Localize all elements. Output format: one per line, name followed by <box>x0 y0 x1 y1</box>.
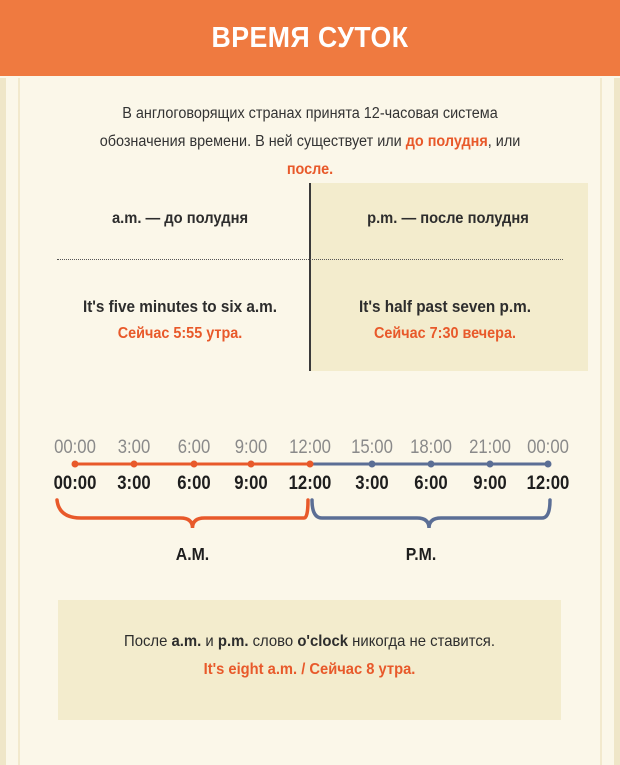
pm-heading: p.m. — после полудня <box>367 210 529 227</box>
column-divider <box>309 183 311 371</box>
intro-line-1: В англоговорящих странах принята 12-часо… <box>122 105 498 122</box>
timeline-12h-label: 9:00 <box>473 472 506 493</box>
intro-pm-word: после <box>286 161 330 178</box>
note-oclock: o'clock <box>297 633 349 650</box>
intro-end: . <box>329 161 334 178</box>
timeline-12h-label: 6:00 <box>414 472 447 493</box>
timeline-12h-label: 12:00 <box>527 472 570 493</box>
timeline-12h-label: 3:00 <box>117 472 150 493</box>
timeline-24h-label: 21:00 <box>469 436 511 457</box>
note-t4: никогда не ставится. <box>352 633 495 650</box>
am-heading: a.m. — до полудня <box>111 210 249 227</box>
dotted-row-divider <box>57 259 563 260</box>
note-t3: слово <box>252 633 294 650</box>
note-am: a.m. <box>171 633 202 650</box>
left-border <box>0 78 6 765</box>
right-inner-line <box>600 78 602 765</box>
timeline-tick-dot <box>130 460 138 468</box>
timeline-24h-label: 6:00 <box>178 436 211 457</box>
intro-am-word: до полудня <box>405 133 488 150</box>
note-t1: После <box>123 633 168 650</box>
timeline-24h-label: 00:00 <box>54 436 96 457</box>
timeline-tick-dot <box>368 460 376 468</box>
timeline-12h-label: 6:00 <box>177 472 210 493</box>
pm-brace-label: P.M. <box>406 544 436 564</box>
pm-example-russian: Сейчас 7:30 вечера. <box>374 325 516 342</box>
note-t2: и <box>205 633 214 650</box>
am-brace <box>55 498 310 529</box>
timeline-tick-dot <box>544 460 552 468</box>
timeline-tick-dot <box>486 460 494 468</box>
timeline-12h-label: 9:00 <box>234 472 267 493</box>
timeline-tick-dot <box>71 460 79 468</box>
timeline-24h-label: 18:00 <box>410 436 452 457</box>
timeline-12h-label: 12:00 <box>289 472 332 493</box>
am-brace-label: A.M. <box>176 544 209 564</box>
pm-column-panel <box>310 183 588 371</box>
right-border <box>614 78 620 765</box>
note-pm: p.m. <box>217 633 249 650</box>
page-title: ВРЕМЯ СУТОК <box>211 21 409 54</box>
time-timeline: 00:00 3:00 6:00 9:00 12:00 15:00 18:00 21:00 00:… <box>54 436 570 564</box>
timeline-tick-dot <box>247 460 255 468</box>
intro-text: В англоговорящих странах принята 12-часо… <box>78 100 543 184</box>
timeline-24h-label: 9:00 <box>235 436 268 457</box>
intro-separator: , или <box>487 133 521 150</box>
pm-example-english: It's half past seven p.m. <box>358 297 531 316</box>
timeline-24h-label: 12:00 <box>289 436 331 457</box>
timeline-tick-dot <box>427 460 435 468</box>
timeline-12h-label: 3:00 <box>355 472 388 493</box>
timeline-24h-label: 00:00 <box>527 436 569 457</box>
timeline-12h-label: 00:00 <box>54 472 97 493</box>
note-example: It's eight a.m. / Сейчас 8 утра. <box>203 661 416 678</box>
intro-line-2: обозначения времени. В ней существует ил… <box>99 133 402 150</box>
pm-brace <box>310 498 552 529</box>
note-panel <box>58 600 561 720</box>
header-banner: ВРЕМЯ СУТОК <box>0 0 620 76</box>
timeline-tick-dot <box>306 460 314 468</box>
left-inner-line <box>18 78 20 765</box>
timeline-24h-label: 3:00 <box>118 436 151 457</box>
note-text: После a.m. и p.m. слово o'clock никогда … <box>76 633 544 651</box>
timeline-24h-label: 15:00 <box>351 436 393 457</box>
am-example-english: It's five minutes to six a.m. <box>82 297 278 316</box>
am-example-russian: Сейчас 5:55 утра. <box>117 325 243 342</box>
timeline-tick-dot <box>190 460 198 468</box>
